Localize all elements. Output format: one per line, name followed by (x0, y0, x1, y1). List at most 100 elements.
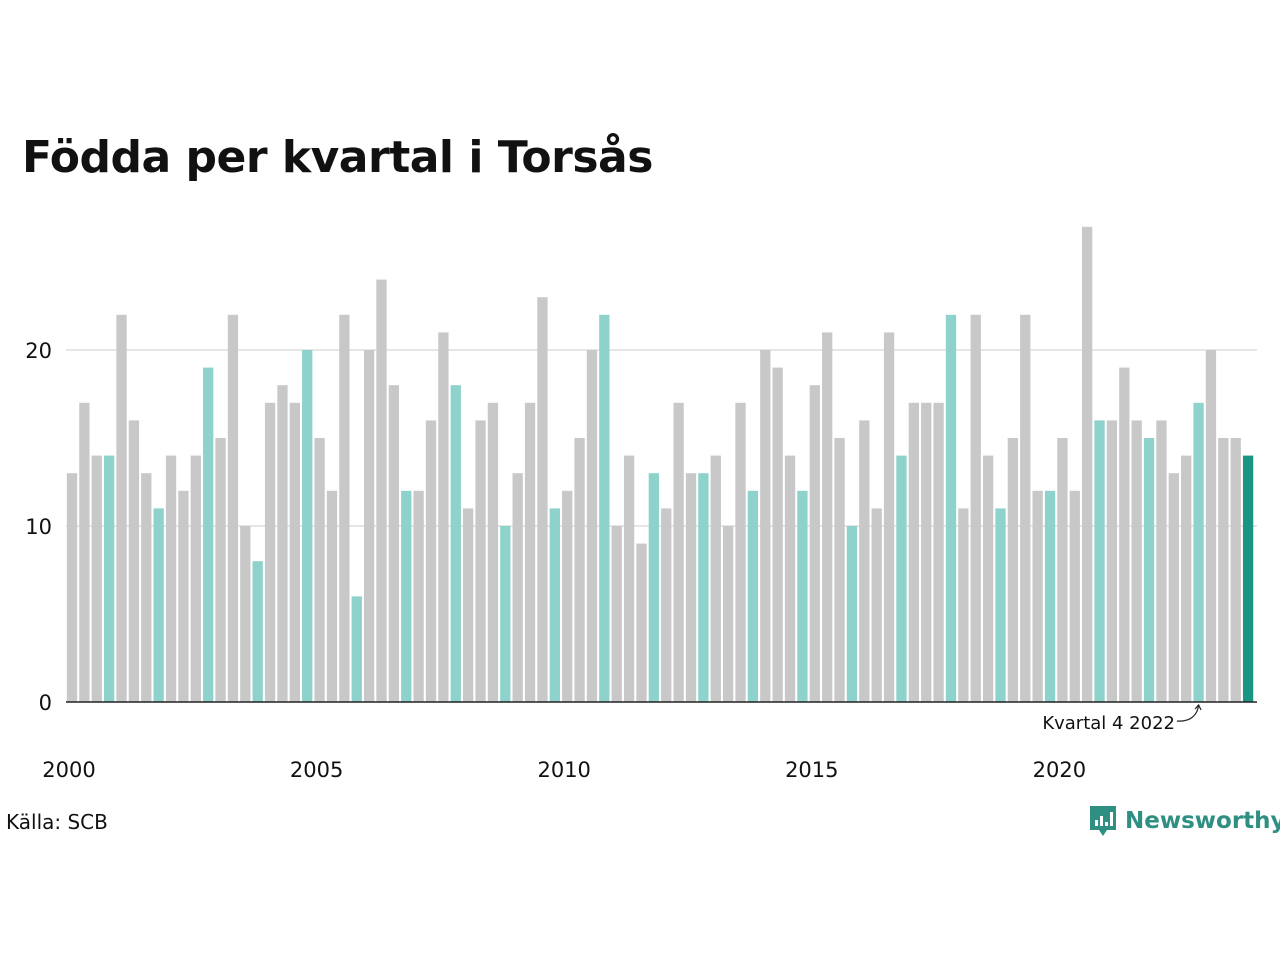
bar (883, 332, 895, 702)
bar (363, 350, 375, 702)
bar (722, 526, 734, 702)
source-label: Källa: SCB (6, 810, 108, 834)
bar (141, 473, 152, 702)
bar (1205, 350, 1217, 702)
bar (574, 438, 585, 702)
bar (636, 543, 647, 702)
bar (1057, 438, 1068, 702)
x-tick-label: 2010 (537, 758, 590, 782)
bar (1242, 455, 1254, 702)
bar (673, 402, 684, 702)
bar (314, 438, 325, 702)
annotation: Kvartal 4 2022 (1042, 703, 1202, 734)
bar (153, 508, 164, 702)
bar (661, 508, 672, 702)
bar (648, 473, 660, 702)
bar (450, 385, 461, 702)
bar (747, 490, 759, 702)
bar (772, 367, 783, 702)
bar (190, 455, 201, 702)
bar (227, 314, 239, 702)
bar (846, 526, 858, 702)
bar (438, 332, 449, 702)
y-axis-ticks: 0 10 20 (25, 339, 52, 715)
bar (908, 402, 919, 702)
bar (945, 314, 957, 702)
bar (995, 508, 1006, 702)
bar (487, 402, 499, 702)
bar (103, 455, 115, 702)
chart-title: Födda per kvartal i Torsås (22, 132, 653, 183)
bar (735, 402, 746, 702)
bar (376, 279, 387, 702)
bar (500, 526, 511, 702)
bar (1082, 226, 1093, 703)
bar (1156, 420, 1167, 702)
bar (1069, 490, 1080, 702)
y-tick-label: 10 (25, 515, 52, 539)
bar (562, 490, 573, 702)
bar (277, 385, 288, 702)
bar (537, 297, 548, 702)
bar (933, 402, 944, 702)
bar (1168, 473, 1179, 702)
bar (1119, 367, 1130, 702)
annotation-label: Kvartal 4 2022 (1042, 713, 1175, 734)
annotation-arrow (1176, 703, 1202, 722)
bar (896, 455, 907, 702)
bar (1131, 420, 1142, 702)
bar (1143, 438, 1155, 702)
bar (91, 455, 102, 702)
bar (388, 385, 400, 702)
x-axis-ticks: 2000 2005 2010 2015 2020 (42, 758, 1086, 782)
bar (351, 596, 362, 702)
bar (834, 438, 845, 702)
bar (252, 561, 263, 702)
bar (921, 402, 932, 702)
bar (970, 314, 981, 702)
bar (1218, 438, 1229, 702)
bar (215, 438, 226, 702)
bar (1193, 402, 1204, 702)
bar (463, 508, 474, 702)
bar (822, 332, 833, 702)
bar (797, 490, 808, 702)
bar (599, 314, 610, 702)
bar (549, 508, 560, 702)
bar (512, 473, 523, 702)
bar (1094, 420, 1105, 702)
bar (623, 455, 635, 702)
bar (871, 508, 882, 702)
bar (79, 402, 90, 702)
bar (339, 314, 350, 702)
x-tick-label: 2000 (42, 758, 95, 782)
bar (1020, 314, 1031, 702)
bar (1044, 490, 1056, 702)
x-tick-label: 2005 (290, 758, 343, 782)
bar (784, 455, 796, 702)
bar (401, 490, 412, 702)
bar (1181, 455, 1192, 702)
x-tick-label: 2020 (1033, 758, 1086, 782)
bar (586, 350, 598, 702)
bar (116, 314, 127, 702)
bar (760, 350, 771, 702)
bar (611, 526, 622, 702)
bar (475, 420, 486, 702)
bar (165, 455, 177, 702)
bar (685, 473, 697, 702)
bar (413, 490, 424, 702)
bar (1032, 490, 1043, 702)
bar (326, 490, 338, 702)
y-tick-label: 0 (39, 691, 52, 715)
bar (809, 385, 820, 702)
bar (710, 455, 721, 702)
bar (698, 473, 709, 702)
bar (264, 402, 276, 702)
bar (203, 367, 214, 702)
bar (302, 350, 313, 702)
bar (982, 455, 994, 702)
bars (66, 226, 1254, 703)
bar (859, 420, 870, 702)
